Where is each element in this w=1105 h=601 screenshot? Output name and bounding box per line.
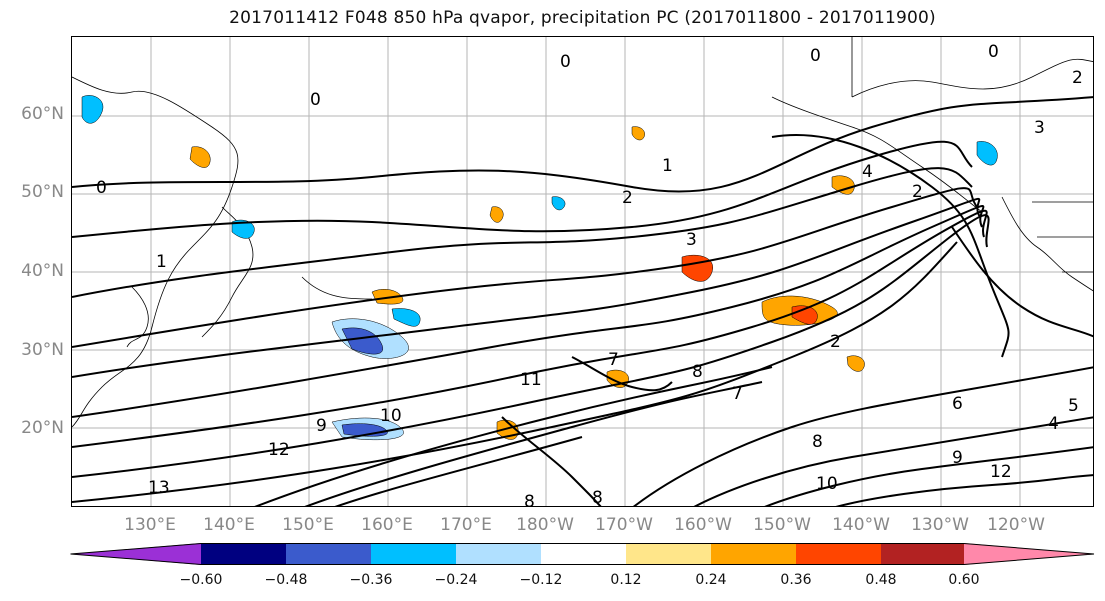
contour-label: 9 bbox=[952, 448, 963, 468]
contour-label: 2 bbox=[830, 332, 841, 352]
lon-label: 170°W bbox=[595, 515, 653, 535]
colorbar-tick: 0.12 bbox=[610, 572, 642, 588]
lon-label: 160°E bbox=[361, 515, 413, 535]
colorbar-segment bbox=[711, 543, 796, 565]
contour-label: 0 bbox=[810, 46, 821, 66]
contour-label: 9 bbox=[316, 416, 327, 436]
lat-label: 60°N bbox=[21, 104, 64, 124]
contour-label: 10 bbox=[816, 474, 838, 494]
contour-label: 6 bbox=[952, 394, 963, 414]
colorbar-tick: −0.48 bbox=[264, 572, 308, 588]
contour-label: 0 bbox=[96, 178, 107, 198]
contour-label: 3 bbox=[686, 230, 697, 250]
colorbar-segment bbox=[541, 543, 626, 565]
contour-label: 12 bbox=[268, 440, 290, 460]
qvapor-contours bbox=[72, 96, 1093, 506]
colorbar-segment bbox=[70, 543, 201, 565]
map-panel: 0 0 0 0 0 2 1 2 3 4 2 1 3 2 6 7 11 10 9 … bbox=[71, 36, 1094, 507]
lon-label: 180°W bbox=[516, 515, 574, 535]
colorbar-segment bbox=[626, 543, 711, 565]
contour-label: 2 bbox=[622, 188, 633, 208]
lon-label: 160°W bbox=[674, 515, 732, 535]
contour-label-group: 0 0 0 0 0 2 1 2 3 4 2 1 3 2 6 7 11 10 9 … bbox=[96, 42, 1083, 507]
colorbar-segment bbox=[881, 543, 964, 565]
lat-label: 50°N bbox=[21, 182, 64, 202]
contour-label: 7 bbox=[608, 350, 619, 370]
figure-title: 2017011412 F048 850 hPa qvapor, precipit… bbox=[229, 8, 936, 28]
colorbar-segment bbox=[796, 543, 881, 565]
contour-label: 1 bbox=[156, 252, 167, 272]
contour-label: 5 bbox=[1068, 396, 1079, 416]
contour-label: 11 bbox=[520, 370, 542, 390]
lon-label: 170°E bbox=[440, 515, 492, 535]
contour-label: 0 bbox=[310, 90, 321, 110]
contour-label: 1 bbox=[662, 156, 673, 176]
lon-label: 130°E bbox=[124, 515, 176, 535]
contour-label: 4 bbox=[1048, 414, 1059, 434]
contour-label: 8 bbox=[592, 488, 603, 507]
lon-label: 150°W bbox=[753, 515, 811, 535]
map-svg: 0 0 0 0 0 2 1 2 3 4 2 1 3 2 6 7 11 10 9 … bbox=[72, 37, 1093, 507]
colorbar-segment bbox=[286, 543, 371, 565]
contour-label: 0 bbox=[560, 52, 571, 72]
contour-label: 0 bbox=[988, 42, 999, 62]
colorbar-tick: −0.24 bbox=[434, 572, 478, 588]
colorbar-tick: 0.48 bbox=[865, 572, 897, 588]
contour-label: 13 bbox=[148, 478, 170, 498]
lat-label: 20°N bbox=[21, 418, 64, 438]
contour-label: 2 bbox=[1072, 68, 1083, 88]
lat-label: 40°N bbox=[21, 261, 64, 281]
lon-label: 120°W bbox=[987, 515, 1045, 535]
colorbar-tick: 0.36 bbox=[780, 572, 812, 588]
colorbar-segment bbox=[371, 543, 456, 565]
lat-label: 30°N bbox=[21, 340, 64, 360]
lon-label: 130°W bbox=[911, 515, 969, 535]
colorbar bbox=[70, 543, 1095, 565]
colorbar-segment bbox=[456, 543, 541, 565]
lon-label: 140°W bbox=[832, 515, 890, 535]
colorbar-tick: −0.36 bbox=[349, 572, 393, 588]
colorbar-outline bbox=[70, 543, 1095, 565]
contour-label: 8 bbox=[692, 362, 703, 382]
colorbar-tick: 0.60 bbox=[948, 572, 980, 588]
contour-label: 12 bbox=[990, 462, 1012, 482]
colorbar-tick: −0.12 bbox=[519, 572, 563, 588]
contour-label: 2 bbox=[912, 182, 923, 202]
contour-label: 3 bbox=[1034, 118, 1045, 138]
contour-label: 7 bbox=[732, 384, 743, 404]
contour-label: 4 bbox=[862, 162, 873, 182]
contour-label: 10 bbox=[380, 406, 402, 426]
colorbar-segment bbox=[964, 543, 1094, 565]
colorbar-tick: −0.60 bbox=[179, 572, 223, 588]
contour-label: 8 bbox=[812, 432, 823, 452]
lon-label: 150°E bbox=[282, 515, 334, 535]
colorbar-segment bbox=[201, 543, 286, 565]
lon-label: 140°E bbox=[203, 515, 255, 535]
contour-label: 8 bbox=[524, 492, 535, 507]
colorbar-tick: 0.24 bbox=[695, 572, 727, 588]
